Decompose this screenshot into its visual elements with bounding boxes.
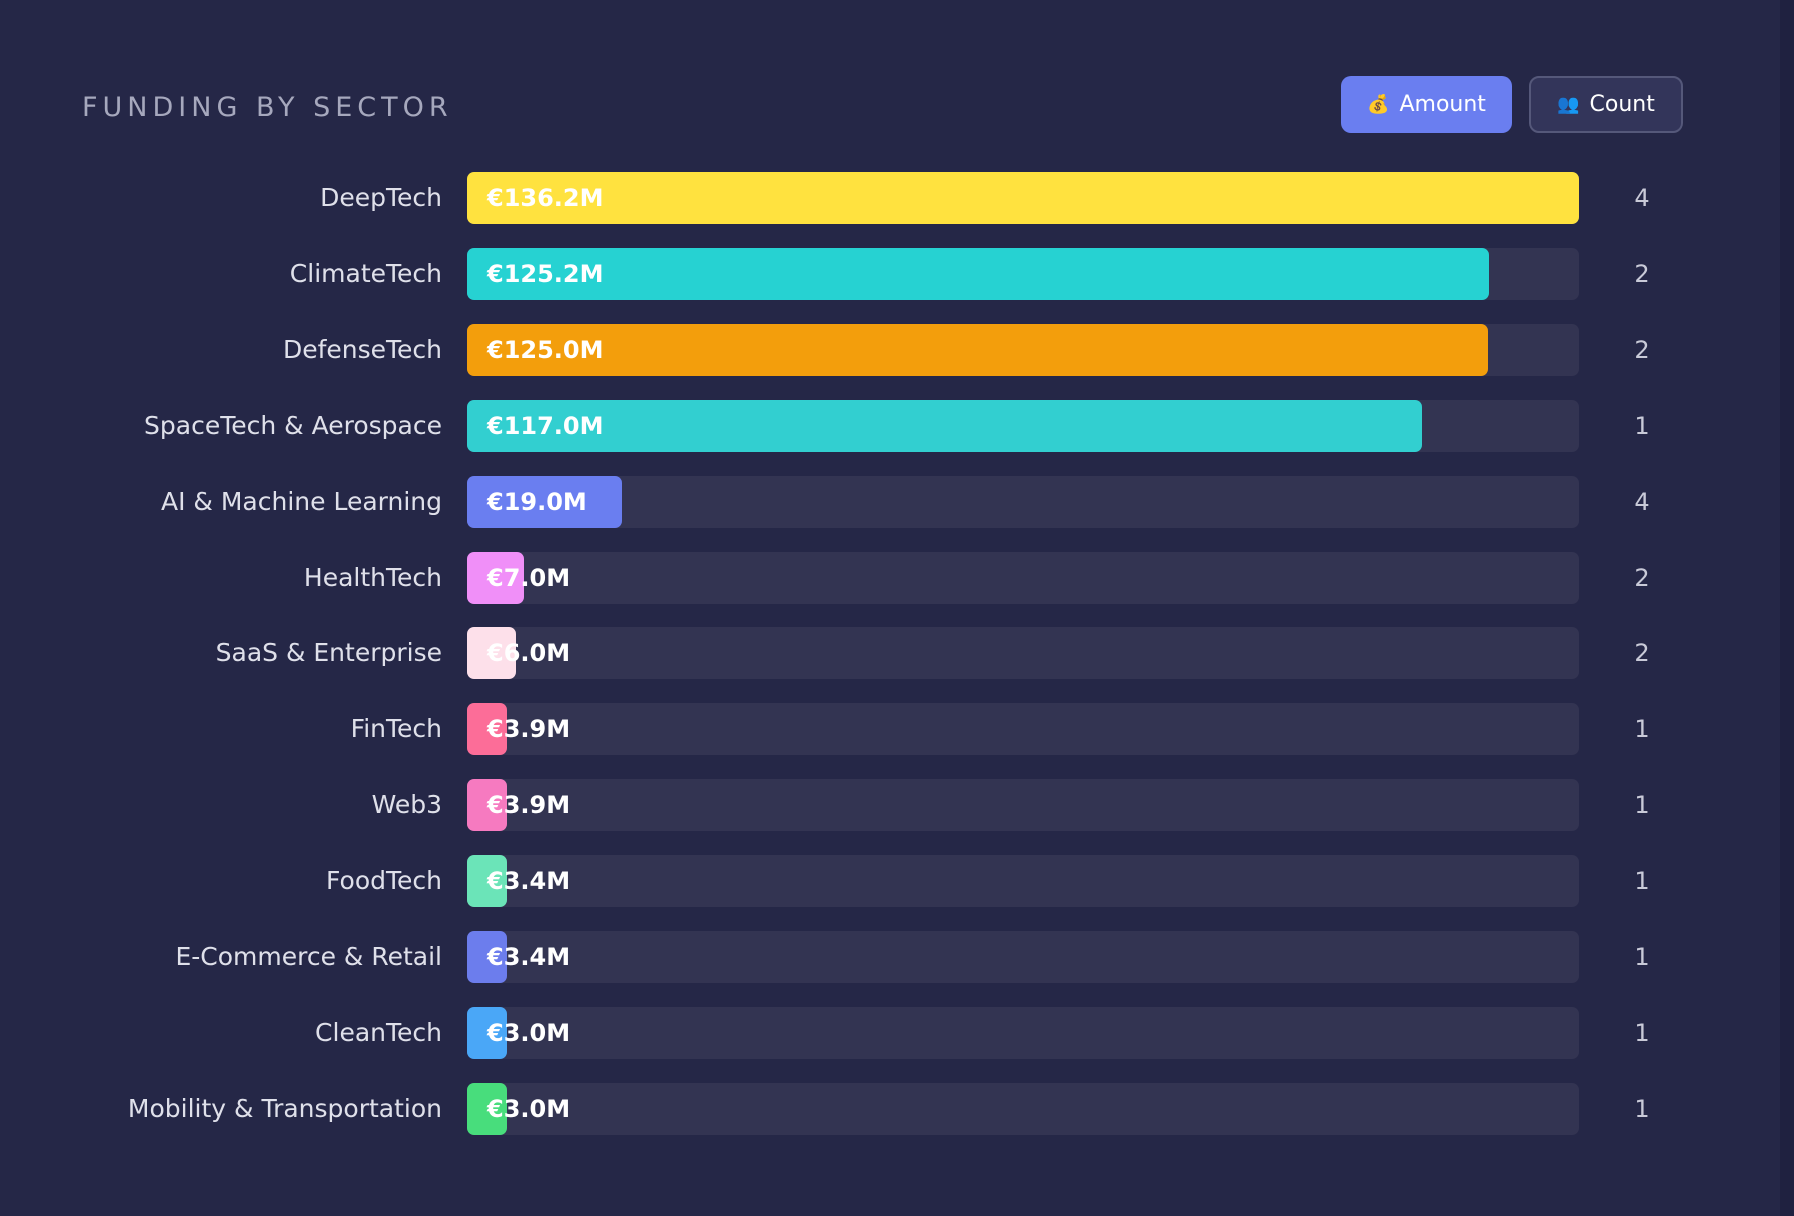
bar[interactable] (467, 779, 507, 831)
bar-track: €125.0M (467, 324, 1579, 376)
bar-row: ClimateTech €125.2M 2 (0, 248, 1780, 300)
bar-row: SpaceTech & Aerospace €117.0M 1 (0, 400, 1780, 452)
bar[interactable] (467, 172, 1579, 224)
bar-row: Web3 €3.9M 1 (0, 779, 1780, 831)
deal-count-label: 4 (1634, 184, 1650, 212)
bar-value-label: €3.9M (487, 791, 571, 819)
bar-track: €3.9M (467, 779, 1579, 831)
bar-value-label: €117.0M (487, 412, 604, 440)
deal-count-label: 2 (1634, 639, 1650, 667)
bar-value-label: €3.0M (487, 1095, 571, 1123)
bar-row: FoodTech €3.4M 1 (0, 855, 1780, 907)
bar-track: €6.0M (467, 627, 1579, 679)
bar[interactable] (467, 552, 525, 604)
deal-count-label: 1 (1634, 943, 1650, 971)
category-label: CleanTech (315, 1018, 442, 1047)
amount-toggle-button[interactable]: 💰 Amount (1341, 76, 1512, 133)
deal-count-label: 2 (1634, 336, 1650, 364)
bar-value-label: €3.4M (487, 867, 571, 895)
bar-track: €3.4M (467, 855, 1579, 907)
category-label: FinTech (350, 714, 442, 743)
deal-count-label: 1 (1634, 867, 1650, 895)
bar-track: €117.0M (467, 400, 1579, 452)
bar[interactable] (467, 248, 1490, 300)
chart-title: FUNDING BY SECTOR (82, 92, 453, 123)
bar[interactable] (467, 627, 516, 679)
category-label: ClimateTech (289, 259, 442, 288)
bar-track: €7.0M (467, 552, 1579, 604)
bar-track: €3.4M (467, 931, 1579, 983)
people-icon: 👥 (1557, 94, 1580, 115)
category-label: Web3 (371, 790, 442, 819)
bar-value-label: €6.0M (487, 639, 571, 667)
chart-header: FUNDING BY SECTOR 💰 Amount 👥 Count (82, 70, 1683, 140)
count-toggle-button[interactable]: 👥 Count (1529, 76, 1683, 133)
bar-track: €3.0M (467, 1007, 1579, 1059)
category-label: DeepTech (320, 183, 442, 212)
bar-row: E-Commerce & Retail €3.4M 1 (0, 931, 1780, 983)
bar-value-label: €19.0M (487, 488, 587, 516)
bar-row: Mobility & Transportation €3.0M 1 (0, 1083, 1780, 1135)
deal-count-label: 2 (1634, 564, 1650, 592)
category-label: FoodTech (326, 866, 442, 895)
bar-row: HealthTech €7.0M 2 (0, 552, 1780, 604)
bar[interactable] (467, 400, 1423, 452)
bar-row: FinTech €3.9M 1 (0, 703, 1780, 755)
amount-toggle-label: Amount (1399, 92, 1486, 117)
bar-track: €3.9M (467, 703, 1579, 755)
bar-value-label: €125.2M (487, 260, 604, 288)
deal-count-label: 2 (1634, 260, 1650, 288)
bar-value-label: €7.0M (487, 564, 571, 592)
bar-value-label: €136.2M (487, 184, 604, 212)
deal-count-label: 1 (1634, 791, 1650, 819)
bar-track: €125.2M (467, 248, 1579, 300)
category-label: SpaceTech & Aerospace (144, 411, 442, 440)
bar-row: DefenseTech €125.0M 2 (0, 324, 1780, 376)
bar-track: €19.0M (467, 476, 1579, 528)
bar[interactable] (467, 703, 507, 755)
bar-track: €3.0M (467, 1083, 1579, 1135)
bar[interactable] (467, 931, 507, 983)
bar[interactable] (467, 1007, 507, 1059)
bar-value-label: €3.9M (487, 715, 571, 743)
category-label: SaaS & Enterprise (215, 638, 442, 667)
category-label: E-Commerce & Retail (175, 942, 442, 971)
category-label: HealthTech (303, 563, 442, 592)
bar-row: CleanTech €3.0M 1 (0, 1007, 1780, 1059)
deal-count-label: 1 (1634, 1019, 1650, 1047)
bar-value-label: €125.0M (487, 336, 604, 364)
deal-count-label: 1 (1634, 1095, 1650, 1123)
bar-value-label: €3.4M (487, 943, 571, 971)
deal-count-label: 1 (1634, 715, 1650, 743)
category-label: AI & Machine Learning (161, 487, 442, 516)
category-label: DefenseTech (282, 335, 442, 364)
bar[interactable] (467, 476, 623, 528)
money-bag-icon: 💰 (1367, 94, 1390, 115)
bar-track: €136.2M (467, 172, 1579, 224)
count-toggle-label: Count (1589, 92, 1655, 117)
bar-row: SaaS & Enterprise €6.0M 2 (0, 627, 1780, 679)
bar[interactable] (467, 1083, 507, 1135)
deal-count-label: 4 (1634, 488, 1650, 516)
bar-row: DeepTech €136.2M 4 (0, 172, 1780, 224)
category-label: Mobility & Transportation (127, 1094, 442, 1123)
bar[interactable] (467, 324, 1488, 376)
deal-count-label: 1 (1634, 412, 1650, 440)
bar[interactable] (467, 855, 507, 907)
bar-row: AI & Machine Learning €19.0M 4 (0, 476, 1780, 528)
bar-value-label: €3.0M (487, 1019, 571, 1047)
